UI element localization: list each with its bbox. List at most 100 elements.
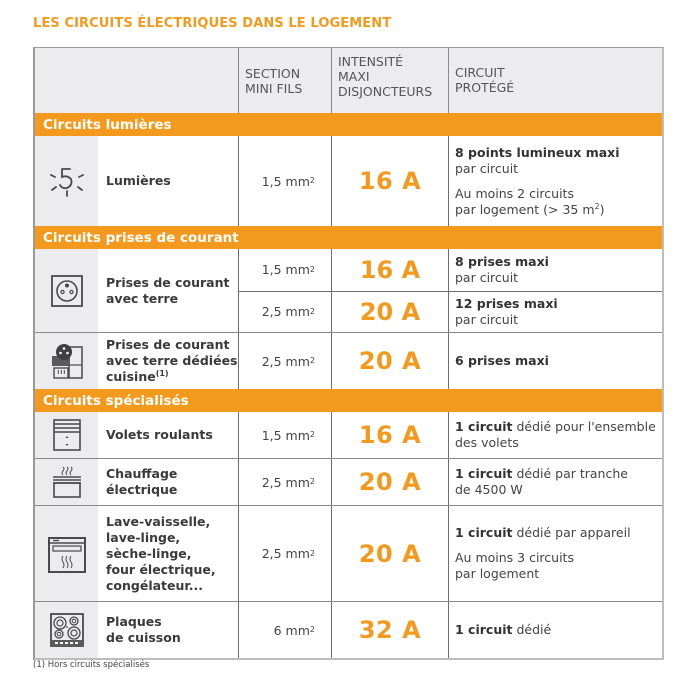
section-text: 1,5 mm <box>261 262 310 278</box>
header-circuit-line: PROTÉGÉ <box>455 80 515 95</box>
header-circuit: CIRCUIT PROTÉGÉ <box>448 48 662 113</box>
roller-shutter-icon <box>35 412 98 458</box>
power-outlet-icon <box>35 249 98 332</box>
intensity-value: 16 A <box>331 136 448 226</box>
header-circuit-line: CIRCUIT <box>455 65 505 80</box>
circuit-protege: 12 prises maxi par circuit <box>449 290 662 333</box>
label-line: avec terre dédiées <box>106 353 238 368</box>
circuit-text: dédié <box>512 622 552 637</box>
intensity-value: 20 A <box>332 290 448 333</box>
row-label: Lave-vaisselle, lave-linge, sèche-linge, fo… <box>98 506 238 601</box>
header-section-line: MINI FILS <box>245 80 303 96</box>
label-line: Chauffage <box>106 466 178 481</box>
intensity-value: 20 A <box>331 459 448 505</box>
header-intensite-line: DISJONCTEURS <box>338 84 433 99</box>
row-label: Lumières <box>106 173 171 188</box>
circuit-text: dédié par tranche <box>512 466 628 481</box>
circuit-protege: 1 circuit dédié pour l'ensemble des volet… <box>448 412 662 458</box>
circuit-bold: 1 circuit <box>455 466 513 481</box>
table-row-lumieres: Lumières 1,5 mm 2 16 A 8 points lumineux … <box>35 136 662 226</box>
circuit-protege: 1 circuit dédié par appareil Au moins 3 … <box>448 506 662 601</box>
label-line: Plaques <box>106 614 162 629</box>
header-section: SECTION MINI FILS <box>238 48 331 113</box>
light-bulb-icon <box>35 136 98 226</box>
label-line: de cuisson <box>106 630 181 645</box>
electric-heater-icon <box>35 459 98 505</box>
section-value: 2,5 mm 2 <box>238 333 331 389</box>
section-text: 6 mm <box>273 622 310 638</box>
circuit-text: dédié par appareil <box>512 525 631 540</box>
cooktop-icon <box>35 602 98 658</box>
section-header-specialises: Circuits spécialisés <box>35 389 662 412</box>
page-title: LES CIRCUITS ÉLECTRIQUES DANS LE LOGEMEN… <box>33 16 392 31</box>
circuit-bold: 6 prises maxi <box>455 353 549 368</box>
intensity-value: 16 A <box>359 255 421 284</box>
circuits-table: SECTION MINI FILS INTENSITÉ MAXI DISJONCTEU… <box>33 47 664 660</box>
table-row-electromenager: Lave-vaisselle, lave-linge, sèche-linge, fo… <box>35 505 662 601</box>
row-label: Prises de courant avec terre dédiées cuisi… <box>98 333 238 389</box>
section-value: 1,5 mm 2 <box>238 136 331 226</box>
label-line: électrique <box>106 482 178 497</box>
circuit-text: des volets <box>455 435 519 450</box>
circuit-bold: 12 prises maxi <box>455 295 558 311</box>
intensity-value: 20 A <box>331 333 448 389</box>
circuit-text: dédié pour l'ensemble <box>512 419 656 434</box>
intensity-values: 16 A 20 A <box>331 249 448 332</box>
circuit-text: de 4500 W <box>455 482 523 497</box>
circuit-bold: 1 circuit <box>455 622 513 637</box>
label-line: Prises de courant <box>106 337 230 352</box>
section-values: 1,5 mm 2 2,5 mm 2 <box>238 249 331 332</box>
circuit-bold: 8 prises maxi <box>455 253 549 269</box>
circuit-text: par circuit <box>455 269 519 285</box>
circuit-protege: 8 points lumineux maxi par circuit Au moi… <box>448 136 662 226</box>
section-text: 2,5 mm <box>261 353 310 369</box>
row-label: Prises de courant avec terre <box>98 249 238 332</box>
circuit-protege: 1 circuit dédié <box>448 602 662 658</box>
label-line: Prises de courant <box>106 274 230 290</box>
table-row-prises-cuisine: Prises de courant avec terre dédiées cuisi… <box>35 332 662 389</box>
label-line: congélateur... <box>106 577 204 593</box>
label-line: avec terre <box>106 290 179 306</box>
superscript: 2 <box>594 201 600 211</box>
circuit-protege: 6 prises maxi <box>448 333 662 389</box>
row-label: Volets roulants <box>106 427 213 442</box>
table-row-chauffage: Chauffage électrique 2,5 mm 2 20 A 1 circu… <box>35 458 662 505</box>
circuit-text: Au moins 2 circuits <box>455 185 574 201</box>
label-line: four électrique, <box>106 561 216 577</box>
circuit-text: par circuit <box>455 160 519 176</box>
section-value: 1,5 mm 2 <box>238 412 331 458</box>
section-text: 2,5 mm <box>261 474 310 490</box>
section-text: 2,5 mm <box>261 546 310 561</box>
header-section-line: SECTION <box>245 65 301 81</box>
header-blank <box>35 48 238 113</box>
table-row-prises-terre: Prises de courant avec terre 1,5 mm 2 2,5 … <box>35 249 662 332</box>
circuit-protege: 1 circuit dédié par tranche de 4500 W <box>448 459 662 505</box>
circuit-text: par circuit <box>455 311 519 327</box>
label-line: Lave-vaisselle, <box>106 513 211 529</box>
footnote: (1) Hors circuits spécialisés <box>33 660 150 670</box>
circuit-bold: 8 points lumineux maxi <box>455 144 620 160</box>
circuit-protege-values: 8 prises maxi par circuit 12 prises maxi p… <box>448 249 662 332</box>
intensity-value: 20 A <box>331 506 448 601</box>
circuit-protege: 8 prises maxi par circuit <box>449 249 662 291</box>
row-label: Chauffage électrique <box>98 459 238 505</box>
intensity-value: 32 A <box>331 602 448 658</box>
section-value: 2,5 mm 2 <box>238 506 331 601</box>
circuit-text: par logement (> 35 m <box>455 201 595 217</box>
circuit-text: par logement <box>455 566 540 581</box>
section-text: 1,5 mm <box>261 427 310 443</box>
table-row-volets: Volets roulants 1,5 mm 2 16 A 1 circuit d… <box>35 412 662 458</box>
table-header: SECTION MINI FILS INTENSITÉ MAXI DISJONCTEU… <box>35 48 662 113</box>
table-row-plaques: Plaques de cuisson 6 mm 2 32 A 1 circuit d… <box>35 601 662 658</box>
section-header-lumieres: Circuits lumières <box>35 113 662 136</box>
section-text: 2,5 mm <box>261 304 310 320</box>
section-header-prises: Circuits prises de courant <box>35 226 662 249</box>
section-value: 6 mm 2 <box>238 602 331 658</box>
footnote-ref: (1) <box>155 368 169 378</box>
circuit-text: Au moins 3 circuits <box>455 550 574 565</box>
label-line: sèche-linge, <box>106 545 192 561</box>
intensity-value: 16 A <box>331 412 448 458</box>
oven-appliance-icon <box>35 506 98 601</box>
section-text: 1,5 mm <box>261 173 310 189</box>
section-value: 2,5 mm 2 <box>238 459 331 505</box>
